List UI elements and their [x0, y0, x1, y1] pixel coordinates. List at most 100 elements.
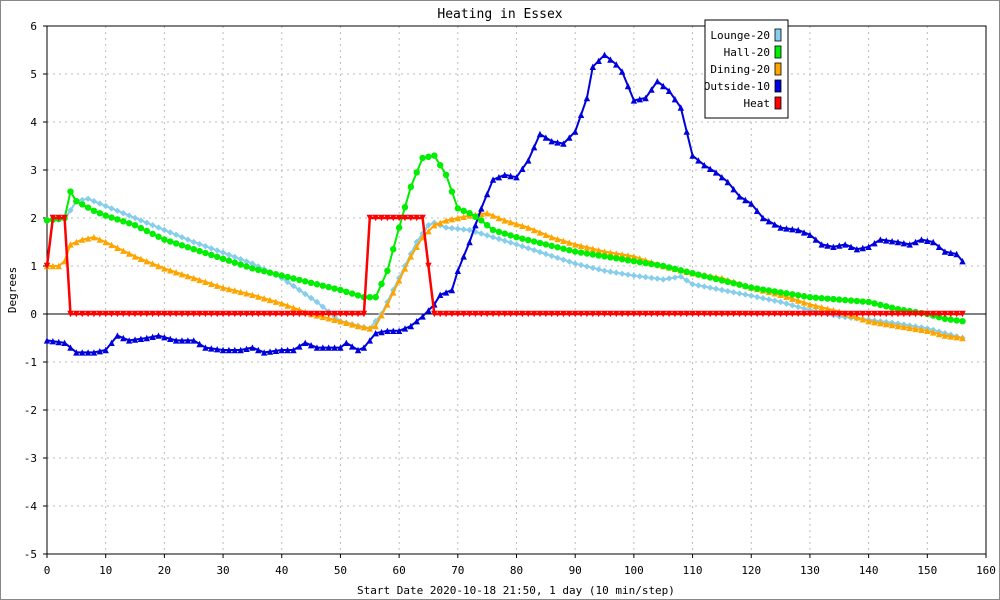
y-tick-label: 2 [30, 212, 37, 225]
series-heat-point [548, 310, 555, 318]
series-dining-20-point [395, 277, 403, 284]
series-dining-20-point [519, 222, 526, 229]
series-dining-20-point [49, 262, 57, 270]
series-heat-point [624, 310, 632, 318]
series-heat-point [883, 310, 890, 318]
series-hall-20-point [888, 304, 896, 311]
series-outside-10-point [753, 207, 761, 214]
x-tick-label: 20 [158, 564, 171, 577]
series-heat-point [671, 310, 679, 318]
series-hall-20-point [589, 251, 596, 258]
y-tick-label: -2 [24, 404, 37, 417]
series-hall-20-point [460, 207, 467, 214]
series-hall-20-point [601, 253, 608, 260]
series-outside-10-point [307, 342, 315, 349]
series-dining-20-point [460, 213, 467, 220]
x-tick-label: 150 [917, 564, 937, 577]
series-dining-20-point [888, 321, 896, 329]
series-heat-point [618, 310, 626, 318]
series-outside-10-point [284, 346, 291, 354]
series-outside-10-point [642, 94, 649, 102]
series-hall-20-point [795, 292, 802, 299]
series-outside-10-point [478, 205, 485, 212]
series-heat-point [73, 310, 80, 318]
series-hall-20 [43, 152, 966, 325]
series-heat-point [395, 214, 403, 222]
series-heat-point [255, 310, 262, 318]
series-outside-10-point [237, 346, 244, 354]
series-hall-20-point [519, 235, 526, 242]
series-outside-10-point [577, 111, 585, 118]
series-heat-point [701, 310, 708, 318]
series-outside-10-point [601, 51, 608, 58]
series-outside-10-point [360, 344, 368, 351]
series-outside-10-point [906, 241, 913, 248]
series-outside-10-point [401, 325, 409, 332]
series-hall-20-point [237, 261, 244, 268]
series-heat-point [483, 310, 491, 318]
series-lounge-20-point [448, 225, 456, 232]
series-outside-10-point [419, 313, 426, 320]
series-lounge-20-point [542, 250, 550, 258]
series-dining-20-point [542, 231, 550, 238]
series-hall-20-point [337, 286, 344, 294]
series-outside-10-point [607, 56, 614, 63]
series-outside-10-point [483, 190, 491, 198]
series-dining-20-point [554, 235, 561, 243]
x-axis-label: Start Date 2020-10-18 21:50, 1 day (10 m… [357, 584, 675, 597]
series-lines [43, 51, 966, 356]
series-hall-20-point [155, 233, 162, 240]
series-outside-10-point [231, 346, 238, 354]
series-dining-20-point [260, 295, 268, 302]
legend-box [704, 19, 789, 119]
series-heat-point [525, 310, 532, 318]
series-hall-20-point [677, 267, 685, 274]
series-dining-20-point [560, 237, 567, 244]
series-dining-20-point [495, 214, 503, 222]
series-hall-20-point [730, 280, 737, 287]
series-dining-20-point [900, 323, 908, 331]
series-dining-20-point [442, 217, 450, 224]
series-hall-20-point [548, 242, 555, 250]
series-lounge-20-point [771, 297, 778, 304]
series-hall-20-point [319, 282, 327, 289]
series-heat-point [331, 310, 338, 318]
series-hall-20-point [272, 270, 280, 278]
series-outside-10-point [912, 238, 919, 246]
series-heat-point [924, 310, 931, 318]
series-lounge-20-point [202, 243, 209, 250]
series-heat-point [343, 310, 350, 318]
series-dining-20-point [571, 241, 579, 248]
series-heat-point [390, 214, 397, 222]
legend: Lounge-20 Hall-20 Dining-20 Outside-10 Heat [704, 19, 789, 119]
series-dining-20-point [348, 321, 356, 328]
x-tick-label: 120 [741, 564, 761, 577]
series-outside-10-point [941, 248, 949, 255]
series-hall-20-point [959, 318, 966, 325]
series-dining-20-point [190, 274, 197, 282]
series-heat-point [783, 310, 790, 318]
x-tick-label: 110 [683, 564, 703, 577]
series-outside-10-point [219, 346, 227, 354]
series-dining-20-point [613, 250, 620, 257]
series-hall-20-point [413, 169, 420, 176]
series-outside-10-point [812, 236, 820, 243]
series-hall-20-point [642, 259, 649, 267]
series-dining-20-point [202, 278, 209, 286]
series-heat-point [636, 310, 643, 318]
series-hall-20-point [184, 244, 192, 251]
series-lounge-20-point [800, 305, 808, 312]
series-dining-20-point [859, 316, 866, 323]
series-lounge-20-point [548, 252, 555, 260]
series-outside-10-point [266, 348, 274, 355]
series-dining-20-point [607, 249, 614, 256]
x-tick-label: 160 [976, 564, 996, 577]
series-hall-20-point [431, 152, 438, 159]
series-lounge-20-point [114, 207, 121, 214]
series-heat-point [753, 310, 761, 318]
series-lounge-20-point [284, 278, 291, 286]
series-lounge-20-point [742, 291, 749, 298]
series-heat-point [278, 310, 285, 318]
series-hall-20-point [806, 294, 814, 301]
series-heat-point [437, 310, 444, 318]
